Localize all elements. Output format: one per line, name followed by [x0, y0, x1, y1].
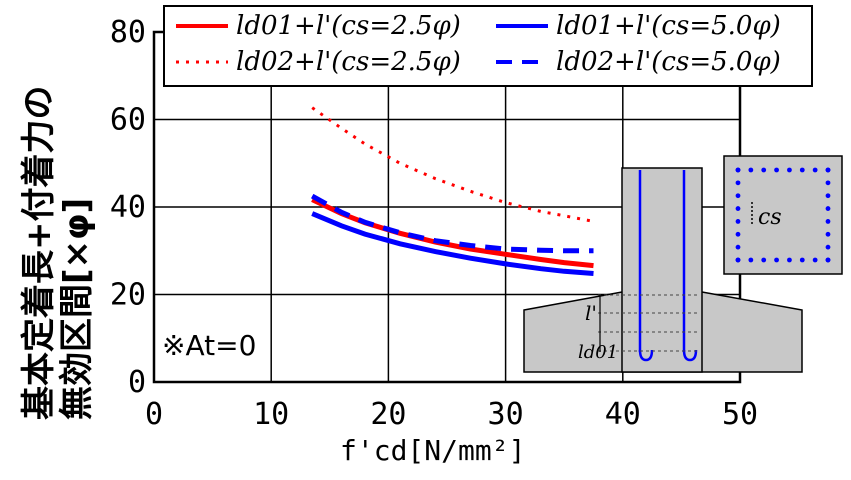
rebar-dot	[735, 206, 741, 211]
rebar-dot	[787, 257, 792, 263]
rebar-dot	[761, 167, 767, 173]
rebar-dot	[761, 257, 767, 263]
y-axis-label-line1: 基本定着長+付着力の	[19, 86, 59, 421]
series-group	[310, 106, 594, 276]
x-tick-label: 10	[253, 397, 289, 432]
rebar-dot	[774, 257, 779, 263]
section-shape	[723, 155, 843, 275]
rebar-dot	[735, 180, 741, 186]
y-tick-label: 0	[128, 365, 146, 400]
series-line	[311, 106, 594, 223]
legend-label: ld01+l'(cs=2.5φ)	[236, 11, 461, 41]
rebar-dot	[735, 231, 741, 237]
x-tick-label: 0	[145, 397, 163, 432]
y-tick-label: 40	[110, 190, 146, 225]
legend-box	[163, 5, 813, 87]
y-tick-labels: 0 20 40 60 80	[110, 15, 146, 400]
rebar-dot	[748, 167, 754, 173]
x-tick-label: 50	[722, 397, 758, 432]
x-tick-label: 30	[488, 397, 524, 432]
section-rebar-dots	[735, 167, 831, 263]
rebar-dot	[812, 257, 818, 263]
inset-label-lprime: l'	[585, 301, 597, 325]
y-tick-label: 80	[110, 15, 146, 50]
inset-label-cs: cs	[758, 205, 782, 230]
rebar-dot	[735, 193, 741, 199]
rebar-dot	[825, 180, 831, 186]
rebar-hook-left	[638, 349, 654, 362]
y-tick-label: 20	[110, 278, 146, 313]
y-axis-label-line2: 無効区間[×φ]	[57, 198, 97, 420]
series-line	[310, 193, 594, 254]
rebar-dot	[825, 167, 831, 173]
rebar-dot	[787, 167, 792, 173]
legend-label: ld02+l'(cs=5.0φ)	[556, 47, 781, 77]
inset-cross-section: cs	[723, 155, 843, 275]
x-tick-label: 20	[370, 397, 406, 432]
rebar-hook-right	[682, 349, 698, 362]
rebar-dot	[735, 167, 741, 173]
legend-label: ld01+l'(cs=5.0φ)	[556, 11, 781, 41]
x-tick-label: 40	[605, 397, 641, 432]
x-tick-labels: 0 10 20 30 40 50	[145, 397, 758, 432]
annotation-at: ※At=0	[162, 329, 256, 362]
rebar-dot	[825, 244, 831, 250]
x-axis-label: f'cd[N/mm²]	[340, 434, 525, 467]
rebar-dot	[825, 231, 831, 237]
rebar-dot	[735, 244, 741, 250]
legend-label: ld02+l'(cs=2.5φ)	[236, 47, 461, 77]
y-axis-label: 基本定着長+付着力の 無効区間[×φ]	[19, 86, 97, 421]
series-line	[311, 197, 594, 269]
inset-label-ld01: ld01	[578, 342, 618, 363]
rebar-dot	[799, 257, 805, 263]
column-shape	[621, 167, 703, 373]
rebar-dot	[825, 219, 831, 224]
rebar-dot	[825, 193, 831, 199]
series-line	[311, 211, 594, 276]
rebar-dot	[825, 206, 831, 211]
rebar-dot	[799, 167, 805, 173]
rebar-dot	[748, 257, 754, 263]
legend: ld01+l'(cs=2.5φ) ld02+l'(cs=2.5φ) ld01+l'(…	[163, 5, 813, 87]
rebar-dot	[735, 257, 741, 263]
y-tick-label: 60	[110, 103, 146, 138]
inset-footing-diagram: l' ld01	[523, 167, 803, 373]
rebar-dot	[774, 167, 779, 173]
rebar-dot	[735, 219, 741, 224]
rebar-dot	[812, 167, 818, 173]
rebar-dot	[825, 257, 831, 263]
